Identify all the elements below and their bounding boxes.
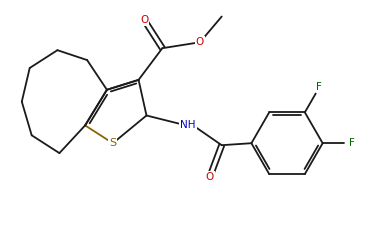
Text: F: F [316,82,322,92]
Text: O: O [206,172,214,182]
Text: O: O [140,15,149,25]
Text: S: S [109,138,116,148]
Text: O: O [196,37,204,47]
Text: F: F [349,138,355,148]
Text: NH: NH [180,120,196,130]
